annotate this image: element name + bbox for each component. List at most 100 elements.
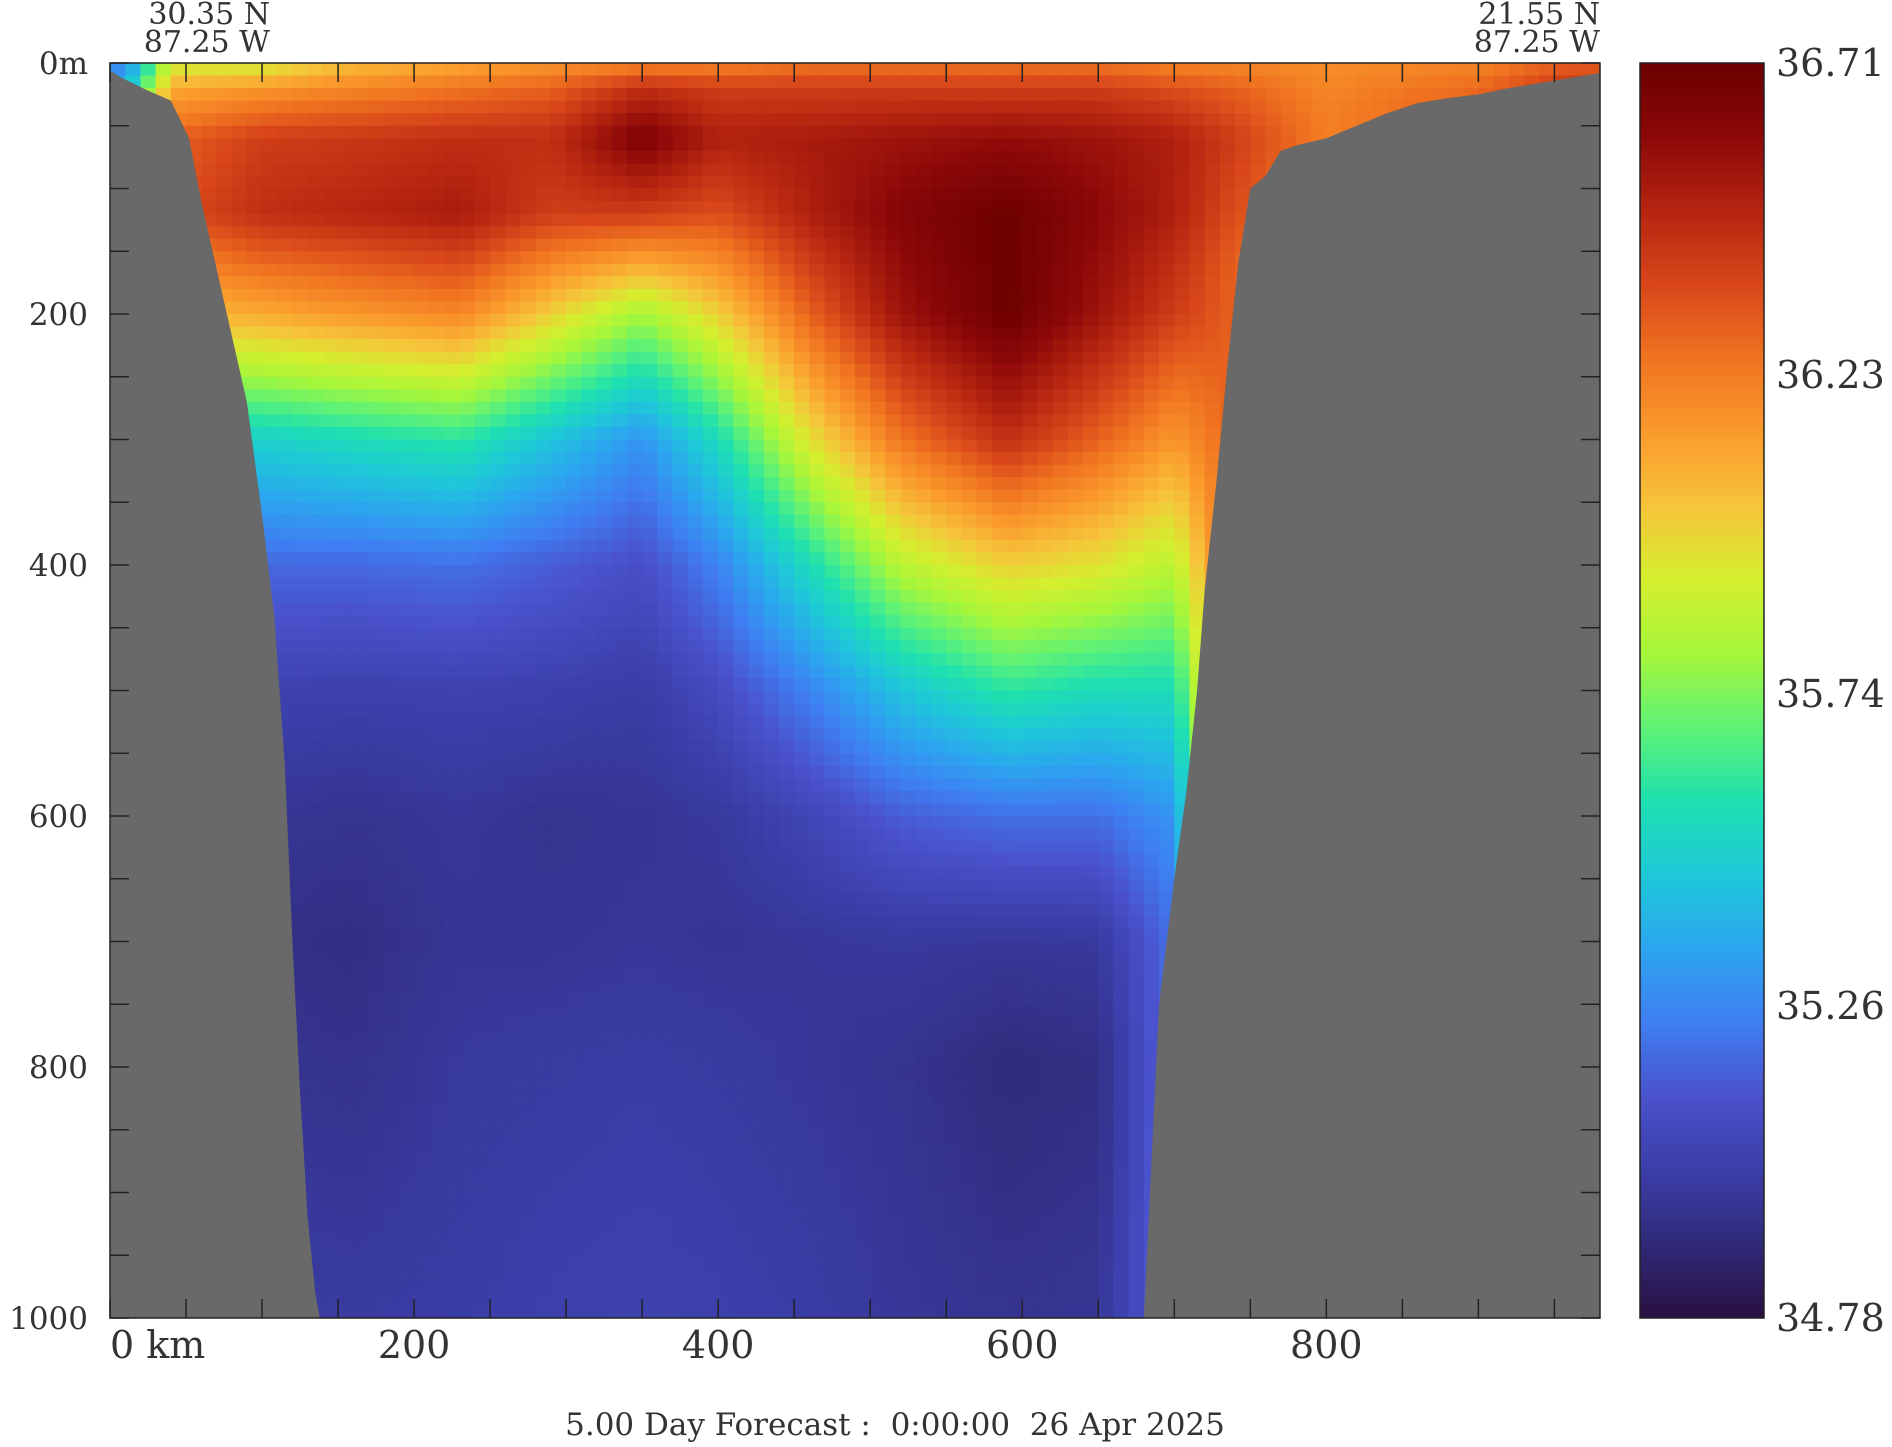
- heatmap-cell: [566, 1041, 583, 1056]
- heatmap-cell: [611, 226, 628, 240]
- heatmap-cell: [566, 276, 583, 290]
- heatmap-cell: [307, 163, 324, 177]
- heatmap-cell: [855, 803, 871, 817]
- heatmap-cell: [626, 263, 643, 278]
- heatmap-cell: [262, 150, 279, 165]
- heatmap-cell: [566, 916, 583, 930]
- heatmap-cell: [581, 1041, 598, 1056]
- heatmap-cell: [170, 75, 187, 89]
- heatmap-cell: [231, 175, 248, 190]
- heatmap-cell: [490, 489, 507, 504]
- heatmap-cell: [338, 853, 355, 867]
- heatmap-cell: [657, 816, 674, 830]
- heatmap-cell: [672, 1230, 689, 1244]
- heatmap-cell: [353, 314, 370, 328]
- heatmap-cell: [444, 1154, 461, 1169]
- heatmap-cell: [505, 1179, 522, 1194]
- heatmap-cell: [398, 88, 415, 102]
- heatmap-cell: [794, 163, 811, 177]
- heatmap-cell: [794, 213, 811, 227]
- heatmap-cell: [809, 652, 826, 667]
- heatmap-cell: [778, 364, 795, 378]
- heatmap-cell: [748, 88, 765, 102]
- heatmap-cell: [520, 138, 537, 152]
- heatmap-cell: [520, 891, 537, 905]
- heatmap-cell: [550, 464, 567, 478]
- heatmap-cell: [459, 640, 476, 654]
- heatmap-cell: [566, 765, 583, 780]
- heatmap-cell: [778, 426, 795, 441]
- heatmap-cell: [566, 753, 583, 767]
- heatmap-cell: [262, 477, 279, 491]
- heatmap-cell: [246, 238, 263, 253]
- heatmap-cell: [855, 75, 871, 89]
- heatmap-cell: [383, 966, 400, 980]
- heatmap-cell: [839, 1305, 856, 1318]
- heatmap-cell: [383, 113, 400, 127]
- heatmap-cell: [429, 276, 446, 290]
- heatmap-cell: [672, 703, 689, 717]
- heatmap-cell: [505, 364, 522, 378]
- heatmap-cell: [611, 326, 628, 340]
- heatmap-cell: [550, 1205, 567, 1219]
- heatmap-cell: [809, 63, 826, 77]
- heatmap-cell: [474, 627, 491, 642]
- heatmap-cell: [429, 376, 446, 391]
- heatmap-cell: [262, 213, 279, 227]
- heatmap-cell: [322, 640, 339, 654]
- heatmap-cell: [748, 389, 765, 403]
- heatmap-cell: [855, 1255, 871, 1269]
- heatmap-cell: [505, 652, 522, 667]
- heatmap-cell: [231, 188, 248, 202]
- heatmap-cell: [794, 1267, 811, 1282]
- heatmap-cell: [794, 88, 811, 102]
- heatmap-cell: [763, 728, 780, 742]
- heatmap-cell: [626, 276, 643, 290]
- heatmap-cell: [718, 75, 735, 89]
- heatmap-cell: [855, 100, 871, 114]
- heatmap-cell: [855, 527, 871, 541]
- heatmap-cell: [778, 226, 795, 240]
- heatmap-cell: [794, 63, 811, 77]
- heatmap-cell: [733, 63, 750, 77]
- heatmap-cell: [702, 928, 719, 943]
- heatmap-cell: [550, 1230, 567, 1244]
- heatmap-cell: [474, 1267, 491, 1282]
- heatmap-cell: [490, 426, 507, 441]
- heatmap-cell: [748, 125, 765, 140]
- heatmap-cell: [566, 828, 583, 842]
- heatmap-cell: [505, 803, 522, 817]
- heatmap-cell: [611, 590, 628, 604]
- heatmap-cell: [414, 916, 431, 930]
- heatmap-cell: [429, 1179, 446, 1194]
- heatmap-cell: [429, 439, 446, 453]
- heatmap-cell: [535, 1179, 552, 1194]
- heatmap-cell: [520, 903, 537, 918]
- heatmap-cell: [246, 138, 263, 152]
- heatmap-cell: [672, 816, 689, 830]
- heatmap-cell: [398, 640, 415, 654]
- heatmap-cell: [626, 853, 643, 867]
- heatmap-cell: [231, 339, 248, 353]
- heatmap-cell: [839, 928, 856, 943]
- heatmap-cell: [855, 301, 871, 315]
- heatmap-cell: [778, 690, 795, 704]
- heatmap-cell: [353, 590, 370, 604]
- heatmap-cell: [322, 539, 339, 554]
- heatmap-cell: [338, 891, 355, 905]
- heatmap-cell: [398, 1079, 415, 1093]
- heatmap-cell: [748, 903, 765, 918]
- heatmap-cell: [429, 577, 446, 591]
- heatmap-cell: [201, 100, 218, 114]
- heatmap-cell: [444, 414, 461, 428]
- heatmap-cell: [368, 464, 385, 478]
- heatmap-cell: [277, 201, 294, 215]
- heatmap-cell: [839, 138, 856, 152]
- heatmap-cell: [718, 263, 735, 278]
- heatmap-cell: [429, 301, 446, 315]
- heatmap-cell: [322, 790, 339, 805]
- heatmap-cell: [383, 828, 400, 842]
- heatmap-cell: [262, 163, 279, 177]
- heatmap-cell: [763, 452, 780, 466]
- heatmap-cell: [672, 63, 689, 77]
